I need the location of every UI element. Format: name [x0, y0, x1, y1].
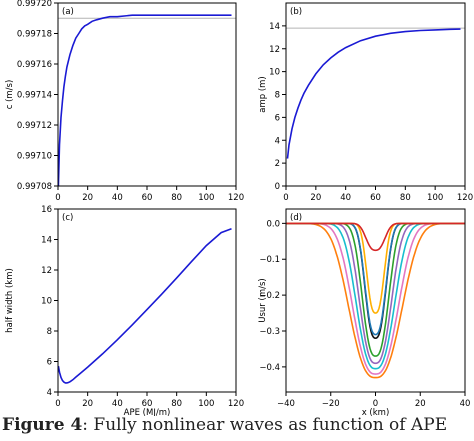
y-tick-label: −0.3	[259, 327, 280, 337]
x-tick-label: 80	[400, 193, 411, 203]
y-tick-label: 0	[275, 182, 280, 192]
y-axis-label: half width (km)	[5, 268, 15, 333]
series-line-8	[286, 222, 465, 314]
series-line-3	[286, 222, 465, 370]
panel-label: (d)	[290, 213, 302, 223]
x-tick-label: 0	[283, 193, 288, 203]
y-tick-label: 0.99718	[17, 30, 52, 40]
y-axis-label: Usur (m/s)	[258, 278, 268, 322]
x-axis-label: x (km)	[362, 408, 390, 416]
y-tick-label: 8	[275, 91, 280, 101]
caption-text: : Fully nonlinear waves as function of A…	[82, 415, 448, 435]
series-line-1	[58, 228, 232, 384]
y-tick-label: 0.99710	[17, 152, 52, 162]
axes-frame	[57, 208, 237, 393]
y-tick-label: −0.1	[259, 255, 280, 265]
x-tick-label: 40	[112, 193, 123, 203]
y-axis-label: c (m/s)	[5, 80, 15, 110]
caption-label: Figure 4	[2, 415, 83, 435]
panel-label: (c)	[62, 213, 73, 223]
chart-panel-2: 0 20 40 60 80 100 120 0 2 4 6 8 10 12 14 (b) amp (m)	[258, 2, 473, 203]
y-tick-label: 4	[275, 136, 280, 146]
series-line-1	[58, 14, 232, 186]
y-tick-label: 8	[47, 327, 52, 337]
y-tick-label: −0.4	[259, 363, 280, 373]
series-line-7	[286, 222, 465, 336]
y-tick-label: 10	[41, 297, 52, 307]
x-tick-label: 120	[228, 399, 244, 409]
chart-panel-1: 0 20 40 60 80 100 120 0.99708 0.99710 0.99712 0.99…	[5, 0, 244, 203]
panel-label: (b)	[290, 7, 302, 17]
y-tick-label: 6	[47, 358, 52, 368]
y-tick-label: 6	[275, 113, 280, 123]
figure: 0 20 40 60 80 100 1200.997080.997100.997120.99…	[5, 0, 473, 416]
x-tick-label: 60	[370, 193, 381, 203]
series-line-1	[286, 28, 461, 159]
y-tick-label: 12	[41, 266, 52, 276]
y-tick-label: 16	[41, 205, 52, 215]
x-tick-label: 20	[415, 399, 426, 409]
figure-caption: Figure 4: Fully nonlinear waves as funct…	[2, 415, 474, 441]
chart-panel-3: 0 20 40 60 80 100 120 4 6 8 10 12 14 16 (c) half width …	[5, 205, 244, 416]
series-line-5	[286, 222, 465, 357]
y-tick-label: 10	[269, 68, 280, 78]
panel-label: (a)	[62, 7, 74, 17]
series-line-9	[286, 222, 465, 252]
x-tick-label: 80	[171, 399, 182, 409]
y-tick-label: 2	[275, 159, 280, 169]
axes-frame	[285, 208, 466, 393]
x-tick-label: 0	[55, 399, 60, 409]
chart-panel-4: −40 −20 0 20 40 0.0 −0.1 −0.2 −0.3 −0.4 (d) Usur (m…	[258, 208, 471, 416]
x-tick-label: 40	[340, 193, 351, 203]
y-tick-label: 0.99712	[17, 121, 52, 131]
x-tick-label: −20	[322, 399, 340, 409]
y-tick-label: 0.0	[266, 219, 280, 229]
y-tick-label: −0.2	[259, 291, 280, 301]
x-tick-label: 80	[171, 193, 182, 203]
y-tick-label: 0.99716	[17, 60, 52, 70]
x-tick-label: 40	[112, 399, 123, 409]
series-line-1	[286, 222, 465, 379]
x-tick-label: 100	[198, 399, 214, 409]
y-tick-label: 4	[47, 388, 52, 398]
axes-frame	[57, 2, 237, 187]
series-line-2	[286, 222, 465, 375]
series-line-4	[286, 222, 465, 365]
x-tick-label: 120	[228, 193, 244, 203]
series-line-6	[286, 222, 465, 340]
x-tick-label: 120	[457, 193, 473, 203]
x-tick-label: 60	[142, 193, 153, 203]
y-tick-label: 14	[269, 22, 280, 32]
x-tick-label: 20	[310, 193, 321, 203]
y-tick-label: 0.99720	[17, 0, 52, 9]
x-tick-label: −40	[277, 399, 295, 409]
x-tick-label: 20	[82, 193, 93, 203]
x-tick-label: 0	[373, 399, 378, 409]
y-tick-label: 0.99714	[17, 91, 52, 101]
y-tick-label: 0.99708	[17, 182, 52, 192]
x-tick-label: 60	[142, 399, 153, 409]
x-tick-label: 20	[82, 399, 93, 409]
y-tick-label: 12	[269, 45, 280, 55]
x-tick-label: 100	[427, 193, 443, 203]
x-tick-label: 100	[198, 193, 214, 203]
x-tick-label: 0	[55, 193, 60, 203]
y-axis-label: amp (m)	[258, 76, 268, 113]
y-tick-label: 14	[41, 236, 52, 246]
x-tick-label: 40	[460, 399, 471, 409]
x-axis-label: APE (MJ/m)	[124, 408, 171, 416]
